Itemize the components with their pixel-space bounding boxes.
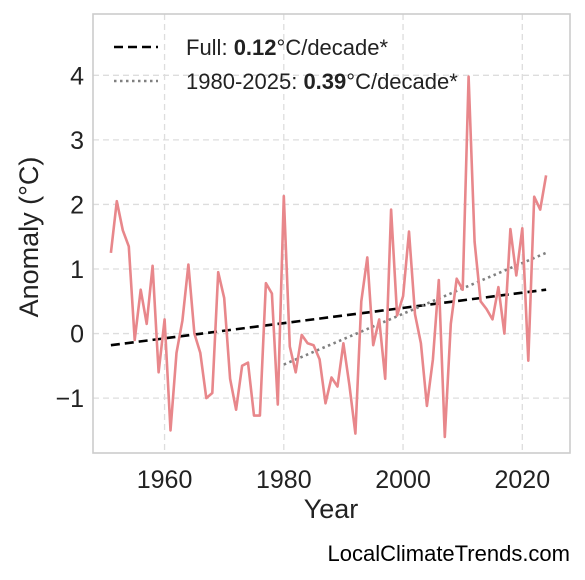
trend-line-full — [110, 288, 547, 347]
x-tick-label: 1980 — [256, 466, 312, 494]
y-tick-label: −1 — [55, 385, 84, 413]
legend-entry-recent: 1980-2025: 0.39°C/decade* — [186, 69, 458, 94]
anomaly-series-line — [109, 75, 548, 439]
legend-full-rate: 0.12 — [234, 35, 277, 60]
x-tick-label: 2020 — [494, 466, 550, 494]
y-tick-labels: −1 0 1 2 3 4 — [55, 62, 84, 413]
plot-frame — [92, 13, 571, 454]
series-lines — [109, 75, 548, 439]
watermark: LocalClimateTrends.com — [328, 541, 571, 566]
y-tick-label: 0 — [70, 321, 84, 349]
y-axis-title: Anomaly (°C) — [14, 157, 44, 318]
trend-lines — [110, 251, 547, 366]
legend-recent-suffix: °C/decade* — [346, 69, 458, 94]
y-tick-label: 2 — [70, 191, 84, 219]
legend-recent-prefix: 1980-2025: — [186, 69, 303, 94]
x-tick-labels: 1960 1980 2000 2020 — [137, 466, 550, 494]
grid — [93, 14, 570, 453]
legend-full-prefix: Full: — [186, 35, 234, 60]
legend-recent-rate: 0.39 — [303, 69, 346, 94]
x-tick-label: 2000 — [375, 466, 431, 494]
y-tick-label: 4 — [70, 62, 84, 90]
legend-entry-full: Full: 0.12°C/decade* — [186, 35, 388, 60]
y-tick-label: 3 — [70, 127, 84, 155]
x-axis-title: Year — [304, 494, 359, 524]
y-tick-label: 1 — [70, 256, 84, 284]
legend: Full: 0.12°C/decade* 1980-2025: 0.39°C/d… — [114, 35, 458, 94]
x-tick-label: 1960 — [137, 466, 193, 494]
legend-full-suffix: °C/decade* — [277, 35, 389, 60]
